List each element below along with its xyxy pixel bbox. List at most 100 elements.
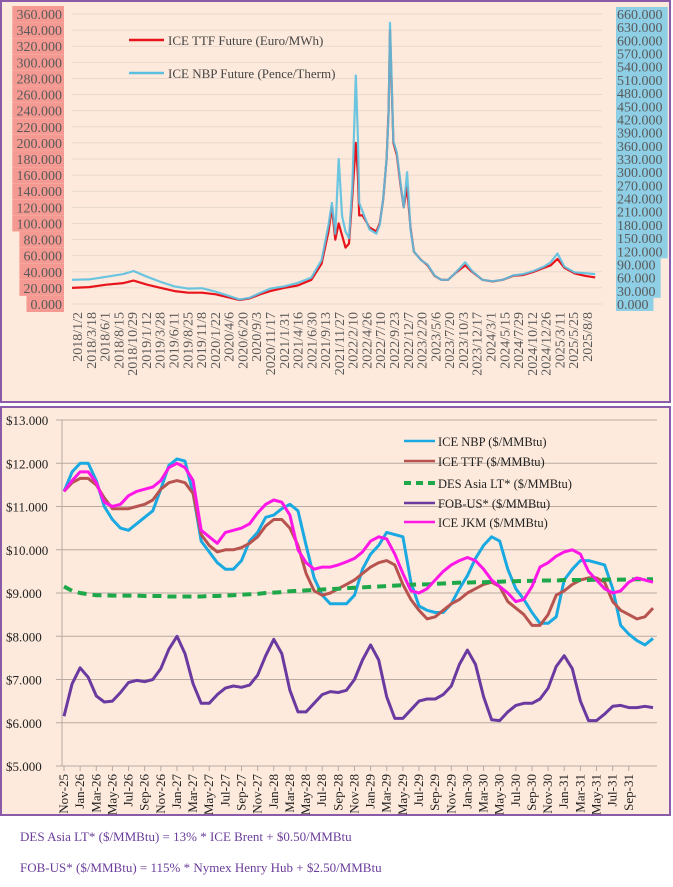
y-tick-left-highlight [12, 151, 65, 167]
y-tick-left-highlight [12, 6, 65, 22]
x-tick-label: Sep-28 [330, 774, 345, 811]
y-tick-left-highlight [12, 199, 65, 216]
y-tick-left-label: 300.000 [17, 56, 63, 71]
y-tick-right-label: 120.000 [617, 245, 663, 260]
y-tick-right-label: 150.000 [617, 232, 663, 247]
y-tick-right-label: 270.000 [617, 179, 663, 194]
y-tick-right-label: 510.000 [617, 74, 663, 89]
x-tick-label: Jan-29 [363, 774, 378, 809]
y-tick-left-highlight [19, 247, 64, 264]
x-tick-label: 2018/8/15 [112, 312, 127, 369]
legend-label: ICE NBP ($/MMBtu) [438, 435, 547, 449]
top-chart: 0.00020.00040.00060.00080.000100.000120.… [12, 6, 668, 376]
y-tick-left-highlight [12, 118, 65, 135]
x-tick-label: 2019/6/11 [167, 312, 182, 368]
y-tick-left-label: 180.000 [17, 153, 63, 168]
y-tick-right-highlight [616, 257, 661, 272]
x-tick-label: 2022/7/10 [374, 312, 389, 369]
y-tick-right-label: 30.000 [617, 285, 656, 300]
x-tick-label: 2018/3/18 [85, 312, 100, 369]
x-tick-label: 2019/3/28 [154, 312, 169, 369]
y-tick-right-label: 600.000 [617, 34, 663, 49]
x-tick-label: 2023/5/6 [429, 312, 444, 362]
y-tick-right-highlight [616, 217, 668, 232]
y-tick-right-highlight [616, 297, 654, 311]
y-tick-right-highlight [616, 138, 668, 153]
x-tick-label: 2025/3/11 [553, 312, 568, 368]
x-tick-label: Jul-31 [605, 774, 620, 807]
x-tick-label: Sep-31 [621, 774, 636, 811]
y-tick-label: $10.000 [6, 543, 48, 558]
y-tick-label: $8.000 [6, 629, 42, 644]
x-tick-label: 2022/9/23 [388, 312, 403, 369]
x-tick-label: Jan-26 [72, 774, 87, 809]
y-tick-left-label: 320.000 [17, 40, 63, 55]
bottom-chart-panel: $5.000 $6.000 $7.000 $8.000 $9.000 $10.000 $11… [0, 406, 671, 816]
y-tick-left-highlight [12, 38, 65, 55]
x-tick-label: 2023/10/3 [457, 312, 472, 369]
y-tick-right-label: 240.000 [617, 193, 663, 208]
y-tick-left-label: 220.000 [17, 121, 63, 136]
top-chart-panel: 0.000 20.000 40.000 60.000 80.000 100.000 120.… [0, 0, 671, 403]
y-tick-label: $11.000 [6, 500, 48, 515]
y-tick-left-highlight [19, 263, 64, 280]
y-tick-left-highlight [12, 183, 65, 200]
y-tick-left-label: 160.000 [17, 169, 63, 184]
x-tick-label: 2025/5/25 [567, 312, 582, 369]
x-tick-label: 2020/6/20 [236, 312, 251, 369]
y-tick-label: $7.000 [6, 673, 42, 688]
x-tick-label: 2023/12/17 [471, 312, 486, 376]
x-tick-label: 2021/4/16 [292, 312, 307, 369]
y-tick-left-label: 0.000 [31, 298, 63, 313]
y-tick-label: $6.000 [6, 716, 42, 731]
x-tick-label: Jul-29 [411, 774, 426, 807]
x-tick-label: 2021/6/30 [305, 312, 320, 369]
nbp-series-line [62, 457, 654, 647]
x-tick-label: 2020/9/3 [250, 312, 265, 362]
ttf-series-line [62, 476, 655, 627]
y-tick-left-label: 140.000 [17, 185, 63, 200]
x-tick-label: Nov-27 [250, 774, 265, 814]
y-tick-right-label: 360.000 [617, 140, 663, 155]
y-tick-left-label: 60.000 [24, 250, 63, 265]
y-tick-right-highlight [616, 244, 668, 259]
x-tick-label: Mar-29 [379, 774, 394, 813]
y-tick-right-label: 60.000 [617, 272, 656, 287]
x-tick-label: May-29 [395, 774, 410, 815]
x-tick-label: Jul-27 [217, 774, 232, 807]
y-tick-left-highlight [12, 22, 65, 39]
x-tick-label: 2019/11/8 [195, 312, 210, 368]
x-tick-label: Nov-25 [56, 774, 71, 814]
y-tick-left-label: 200.000 [17, 137, 63, 152]
y-tick-right-highlight [616, 283, 661, 298]
y-tick-right-highlight [616, 231, 668, 246]
fob-us-formula-note: FOB-US* ($/MMBtu) = 115% * Nymex Henry H… [20, 860, 382, 875]
x-tick-label: May-27 [201, 774, 216, 816]
x-tick-label: 2021/11/27 [333, 312, 348, 375]
y-tick-right-label: 300.000 [617, 166, 663, 181]
y-tick-right-label: 660.000 [617, 8, 663, 23]
x-tick-label: May-31 [589, 774, 604, 815]
legend-label: ICE TTF Future (Euro/MWh) [168, 33, 323, 48]
y-tick-label: $5.000 [6, 759, 42, 774]
x-tick-label: 2018/6/1 [99, 312, 114, 362]
y-tick-right-label: 540.000 [617, 61, 663, 76]
y-tick-right-highlight [616, 7, 668, 21]
jkm-series-line [62, 461, 654, 604]
y-tick-right-label: 630.000 [617, 21, 663, 36]
y-tick-right-label: 420.000 [617, 113, 663, 128]
x-tick-label: 2020/1/22 [209, 312, 224, 369]
x-tick-label: Jan-28 [266, 774, 281, 809]
y-tick-right-highlight [616, 59, 668, 74]
x-tick-label: May-26 [104, 774, 119, 816]
y-tick-right-highlight [616, 72, 668, 87]
y-tick-right-label: 0.000 [617, 298, 649, 313]
y-tick-left-highlight [12, 86, 65, 103]
x-tick-label: 2020/11/17 [264, 312, 279, 375]
x-tick-label: Sep-26 [137, 774, 152, 811]
x-tick-label: Nov-29 [443, 774, 458, 814]
x-tick-label: Jan-27 [169, 774, 184, 809]
y-tick-left-label: 20.000 [24, 282, 63, 297]
x-tick-label: 2022/12/7 [402, 312, 417, 369]
nbp-series-line [71, 21, 596, 301]
